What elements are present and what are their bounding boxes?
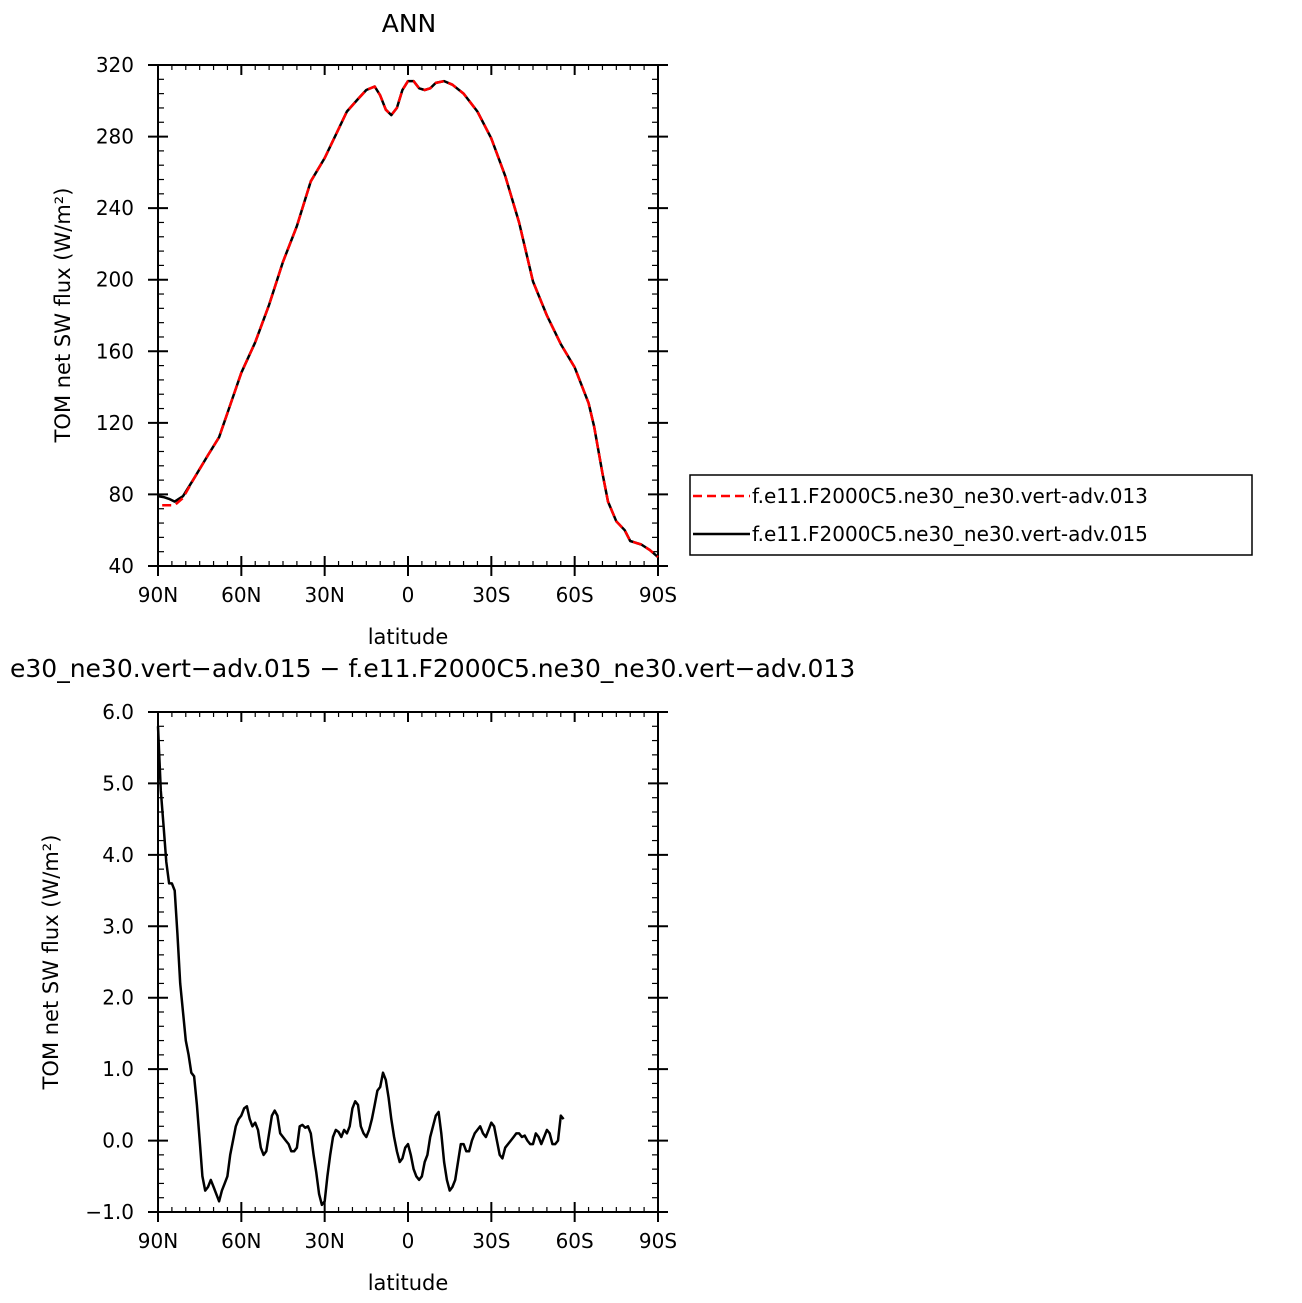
top-series-group bbox=[157, 79, 659, 559]
top-chart: ANN 90N 60N 30N 0 30S 60S 90S 40 80 120 160 200 240 2… bbox=[51, 9, 677, 649]
bottom-y-axis-title: TOM net SW flux (W/m²) bbox=[39, 835, 63, 1091]
y-tick-label: 1.0 bbox=[102, 1057, 134, 1081]
x-tick-label: 30N bbox=[304, 583, 344, 607]
top-y-axis-title: TOM net SW flux (W/m²) bbox=[51, 188, 75, 444]
x-tick-label: 0 bbox=[402, 1229, 415, 1253]
series-line-0-1 bbox=[157, 79, 659, 559]
y-tick-label: 240 bbox=[96, 196, 134, 220]
y-tick-label: 4.0 bbox=[102, 843, 134, 867]
legend-label-015: f.e11.F2000C5.ne30_ne30.vert-adv.015 bbox=[752, 522, 1148, 546]
legend-box bbox=[689, 474, 1253, 556]
y-tick-label: 40 bbox=[109, 554, 134, 578]
y-tick-label: 6.0 bbox=[102, 700, 134, 724]
bottom-series-group bbox=[156, 726, 565, 1207]
y-tick-label: 320 bbox=[96, 53, 134, 77]
bottom-x-axis-title: latitude bbox=[368, 1271, 449, 1295]
series-line-0-0 bbox=[162, 79, 659, 559]
x-tick-label: 30S bbox=[472, 1229, 510, 1253]
top-axis-ticks: 90N 60N 30N 0 30S 60S 90S 40 80 120 160 200 240 280 32… bbox=[96, 53, 677, 607]
legend: f.e11.F2000C5.ne30_ne30.vert-adv.013 f.e… bbox=[689, 474, 1253, 556]
x-tick-label: 60N bbox=[221, 1229, 261, 1253]
x-tick-label: 60S bbox=[556, 583, 594, 607]
y-tick-label: 3.0 bbox=[102, 914, 134, 938]
top-plot-frame bbox=[157, 64, 659, 567]
x-tick-label: 30N bbox=[304, 1229, 344, 1253]
y-tick-label: 5.0 bbox=[102, 771, 134, 795]
series-line-1-0 bbox=[156, 726, 565, 1207]
y-tick-label: 120 bbox=[96, 411, 134, 435]
x-tick-label: 90N bbox=[138, 1229, 178, 1253]
legend-label-013: f.e11.F2000C5.ne30_ne30.vert-adv.013 bbox=[752, 484, 1148, 508]
x-tick-label: 90S bbox=[639, 1229, 677, 1253]
y-tick-label: 80 bbox=[109, 482, 134, 506]
bottom-axis-ticks: 90N 60N 30N 0 30S 60S 90S −1.0 0.0 1.0 2.0 3.0 4.0 5.… bbox=[85, 700, 677, 1253]
y-tick-label: −1.0 bbox=[85, 1200, 134, 1224]
bottom-chart: e30_ne30.vert−adv.015 − f.e11.F2000C5.ne… bbox=[10, 654, 855, 1295]
x-tick-label: 30S bbox=[472, 583, 510, 607]
x-tick-label: 60N bbox=[221, 583, 261, 607]
x-tick-label: 60S bbox=[556, 1229, 594, 1253]
y-tick-label: 2.0 bbox=[102, 986, 134, 1010]
y-tick-label: 200 bbox=[96, 268, 134, 292]
y-tick-label: 0.0 bbox=[102, 1129, 134, 1153]
top-x-axis-title: latitude bbox=[368, 625, 449, 649]
x-tick-label: 0 bbox=[402, 583, 415, 607]
y-tick-label: 160 bbox=[96, 339, 134, 363]
x-tick-label: 90S bbox=[639, 583, 677, 607]
top-chart-title: ANN bbox=[382, 9, 437, 38]
bottom-chart-title: e30_ne30.vert−adv.015 − f.e11.F2000C5.ne… bbox=[10, 654, 855, 683]
y-tick-label: 280 bbox=[96, 125, 134, 149]
x-tick-label: 90N bbox=[138, 583, 178, 607]
